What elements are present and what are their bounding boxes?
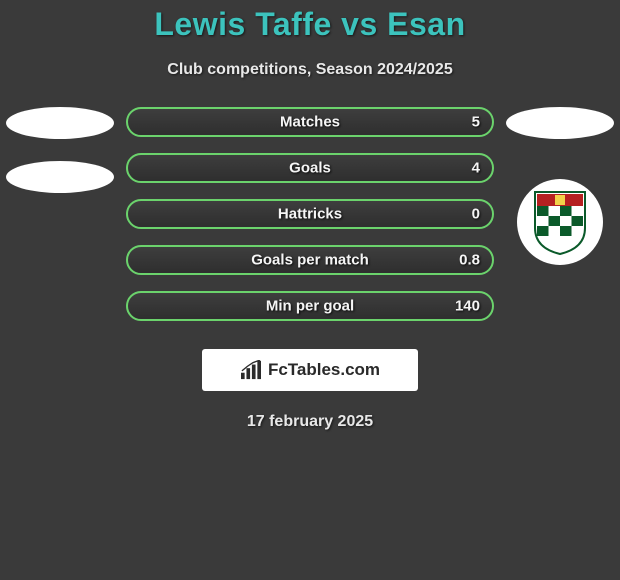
brand-box[interactable]: FcTables.com	[202, 349, 418, 391]
bar-value: 140	[455, 298, 480, 315]
brand-label: FcTables.com	[268, 360, 380, 380]
bar-value: 5	[472, 114, 480, 131]
bar-label: Goals	[289, 160, 331, 177]
stat-bar: Goals 4	[126, 153, 494, 183]
avatar-placeholder	[6, 161, 114, 193]
bar-value: 0	[472, 206, 480, 223]
date-label: 17 february 2025	[247, 413, 373, 431]
stat-bar: Hattricks 0	[126, 199, 494, 229]
stat-bar: Min per goal 140	[126, 291, 494, 321]
left-side	[0, 107, 120, 215]
bar-label: Matches	[280, 114, 340, 131]
subtitle: Club competitions, Season 2024/2025	[167, 61, 452, 79]
bars-icon	[240, 360, 262, 380]
avatar-placeholder	[6, 107, 114, 139]
avatar-placeholder	[506, 107, 614, 139]
club-crest	[517, 179, 603, 265]
page-title: Lewis Taffe vs Esan	[154, 6, 465, 43]
comparison-row: Matches 5 Goals 4 Hattricks 0 Goals per …	[0, 107, 620, 321]
stat-bar: Goals per match 0.8	[126, 245, 494, 275]
bar-label: Min per goal	[266, 298, 354, 315]
stat-bars: Matches 5 Goals 4 Hattricks 0 Goals per …	[120, 107, 500, 321]
bar-value: 4	[472, 160, 480, 177]
right-side	[500, 107, 620, 265]
stat-bar: Matches 5	[126, 107, 494, 137]
shield-icon	[531, 188, 589, 256]
bar-label: Goals per match	[251, 252, 369, 269]
bar-label: Hattricks	[278, 206, 342, 223]
bar-value: 0.8	[459, 252, 480, 269]
